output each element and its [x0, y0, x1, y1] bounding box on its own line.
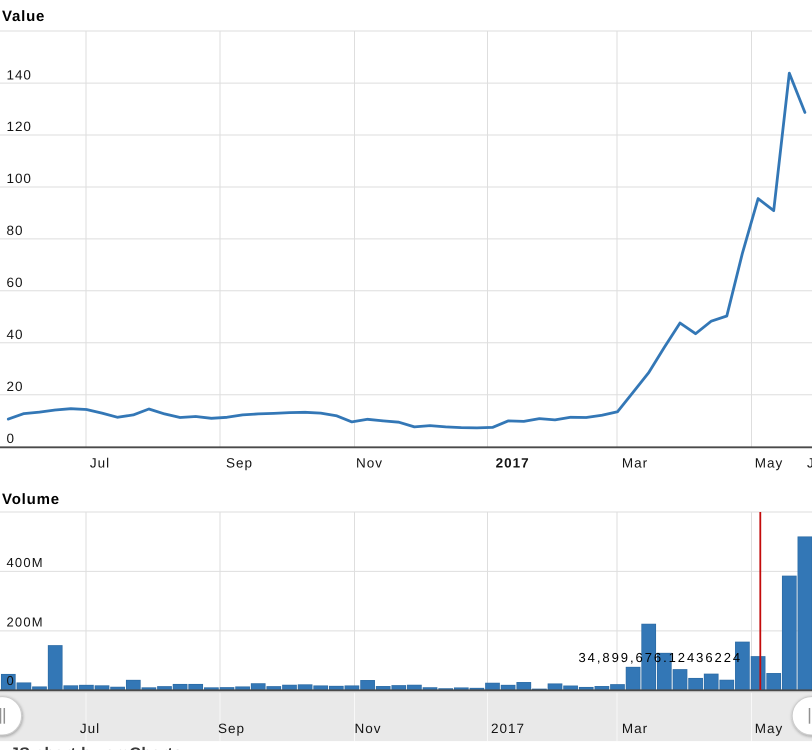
svg-text:100: 100 [7, 171, 32, 186]
svg-text:Nov: Nov [354, 721, 381, 736]
svg-text:0: 0 [7, 431, 15, 446]
svg-text:34,899,676.12436224: 34,899,676.12436224 [579, 650, 743, 665]
svg-text:Mar: Mar [622, 721, 648, 736]
svg-text:400M: 400M [7, 555, 44, 570]
svg-text:May: May [755, 456, 784, 471]
svg-text:0: 0 [7, 673, 15, 688]
svg-text:Mar: Mar [622, 456, 648, 471]
svg-text:Value: Value [2, 8, 45, 25]
svg-text:80: 80 [7, 223, 24, 238]
svg-text:May: May [755, 721, 784, 736]
svg-text:Jul: Jul [80, 721, 100, 736]
svg-text:140: 140 [7, 67, 32, 82]
svg-text:JS chart by amCharts: JS chart by amCharts [10, 746, 183, 750]
svg-text:40: 40 [7, 327, 24, 342]
svg-text:Jun: Jun [807, 456, 812, 471]
svg-text:120: 120 [7, 119, 32, 134]
svg-text:Sep: Sep [218, 721, 245, 736]
svg-text:Jul: Jul [90, 456, 110, 471]
svg-text:Volume: Volume [2, 491, 60, 508]
svg-text:60: 60 [7, 275, 24, 290]
svg-text:20: 20 [7, 379, 24, 394]
svg-text:Sep: Sep [226, 456, 253, 471]
svg-text:200M: 200M [7, 615, 44, 630]
svg-text:Nov: Nov [356, 456, 383, 471]
svg-text:2017: 2017 [496, 456, 530, 471]
svg-text:2017: 2017 [491, 721, 525, 736]
